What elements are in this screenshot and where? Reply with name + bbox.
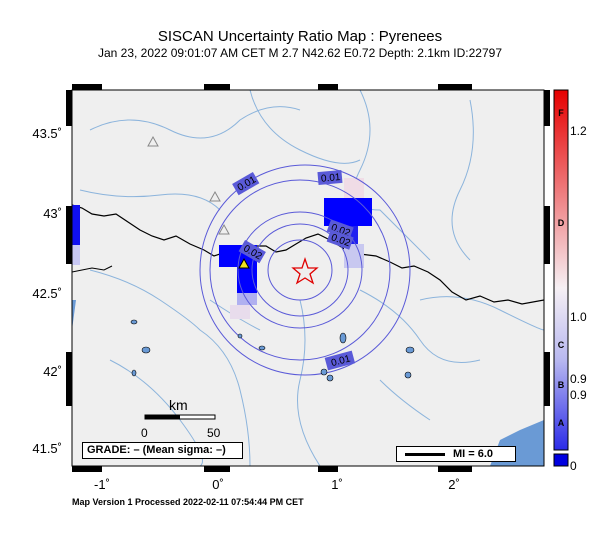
coastline (72, 265, 113, 273)
grade-letter: D (557, 218, 565, 228)
scale-bar (144, 414, 216, 420)
grade-letter: B (557, 380, 565, 390)
colorbar-value: 0.9 (570, 372, 587, 386)
colorbar (553, 89, 569, 451)
star-icon (291, 256, 319, 285)
grade-letter: C (557, 340, 565, 350)
lon-label: 1˚ (331, 477, 343, 492)
colorbar-bottom-swatch (553, 453, 569, 467)
lat-label: 42˚ (43, 364, 62, 379)
mi-bar (405, 453, 445, 456)
scale-tick-50: 50 (207, 426, 221, 440)
event-subtitle: Jan 23, 2022 09:01:07 AM CET M 2.7 N42.6… (97, 46, 503, 60)
lat-label: 43˚ (43, 206, 62, 221)
map-frame (71, 89, 545, 467)
map-land (72, 90, 544, 466)
colorbar-value: 1.2 (570, 124, 587, 138)
lon-label: 2˚ (448, 477, 460, 492)
mi-box: MI = 6.0 (396, 446, 516, 462)
triangle-icon (218, 223, 230, 235)
colorbar-value: 1.0 (570, 310, 587, 324)
contour-label: 0.01 (321, 172, 342, 185)
lon-label: -1˚ (94, 477, 110, 492)
rivers (79, 90, 544, 466)
mi-label: MI = 6.0 (453, 448, 494, 460)
triangle-icon (238, 257, 250, 269)
grade-letter: F (558, 108, 564, 118)
contours (199, 164, 411, 376)
lakes (130, 319, 415, 382)
lat-label: 42.5˚ (32, 286, 62, 301)
sea-area-left (72, 300, 76, 330)
colorbar-value: 0.9 (570, 388, 587, 402)
processing-footer: Map Version 1 Processed 2022-02-11 07:54… (72, 497, 304, 507)
grade-box: GRADE: – (Mean sigma: –) (82, 442, 243, 459)
colorbar-value: 0 (570, 459, 577, 473)
triangle-icon (209, 190, 221, 202)
scale-tick-0: 0 (141, 426, 148, 440)
lat-label: 43.5˚ (32, 126, 62, 141)
triangle-icon (147, 135, 159, 147)
map-border-ticks (66, 84, 550, 472)
lon-label: 0˚ (212, 477, 224, 492)
scale-unit: km (169, 397, 188, 413)
border-line (72, 204, 544, 305)
map-title: SISCAN Uncertainty Ratio Map : Pyrenees (157, 28, 443, 45)
grade-letter: A (557, 418, 565, 428)
lat-label: 41.5˚ (32, 441, 62, 456)
contour-label: 0.01 (330, 353, 352, 369)
